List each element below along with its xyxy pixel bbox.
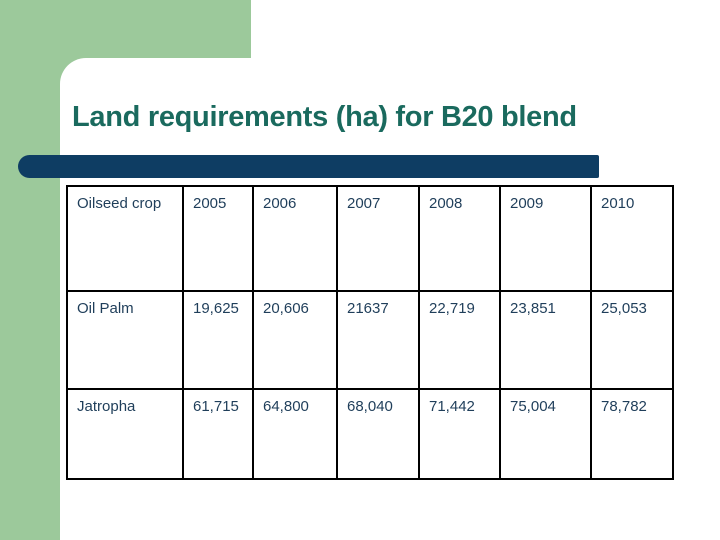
table-row: Oil Palm 19,625 20,606 21637 22,719 23,8… (66, 290, 674, 390)
table-header-cell: 2007 (336, 185, 420, 292)
table-row-label: Jatropha (66, 388, 184, 480)
table-cell: 68,040 (336, 388, 420, 480)
table-header-row: Oilseed crop 2005 2006 2007 2008 2009 20… (66, 185, 674, 292)
table-row: Jatropha 61,715 64,800 68,040 71,442 75,… (66, 388, 674, 480)
land-requirements-table: Oilseed crop 2005 2006 2007 2008 2009 20… (66, 185, 674, 480)
table-header-cell: 2008 (418, 185, 501, 292)
table-header-cell: 2009 (499, 185, 592, 292)
table-header-cell: 2010 (590, 185, 674, 292)
table-cell: 23,851 (499, 290, 592, 390)
table-cell: 75,004 (499, 388, 592, 480)
table-cell: 71,442 (418, 388, 501, 480)
table-cell: 25,053 (590, 290, 674, 390)
table-header-cell: 2006 (252, 185, 338, 292)
table-cell: 22,719 (418, 290, 501, 390)
table-cell: 19,625 (182, 290, 254, 390)
table-cell: 20,606 (252, 290, 338, 390)
slide-title: Land requirements (ha) for B20 blend (72, 101, 577, 133)
table-header-cell: Oilseed crop (66, 185, 184, 292)
table-cell: 61,715 (182, 388, 254, 480)
table-row-label: Oil Palm (66, 290, 184, 390)
table-cell: 78,782 (590, 388, 674, 480)
table-cell: 21637 (336, 290, 420, 390)
table-cell: 64,800 (252, 388, 338, 480)
title-underline-bar (18, 155, 599, 178)
table-header-cell: 2005 (182, 185, 254, 292)
